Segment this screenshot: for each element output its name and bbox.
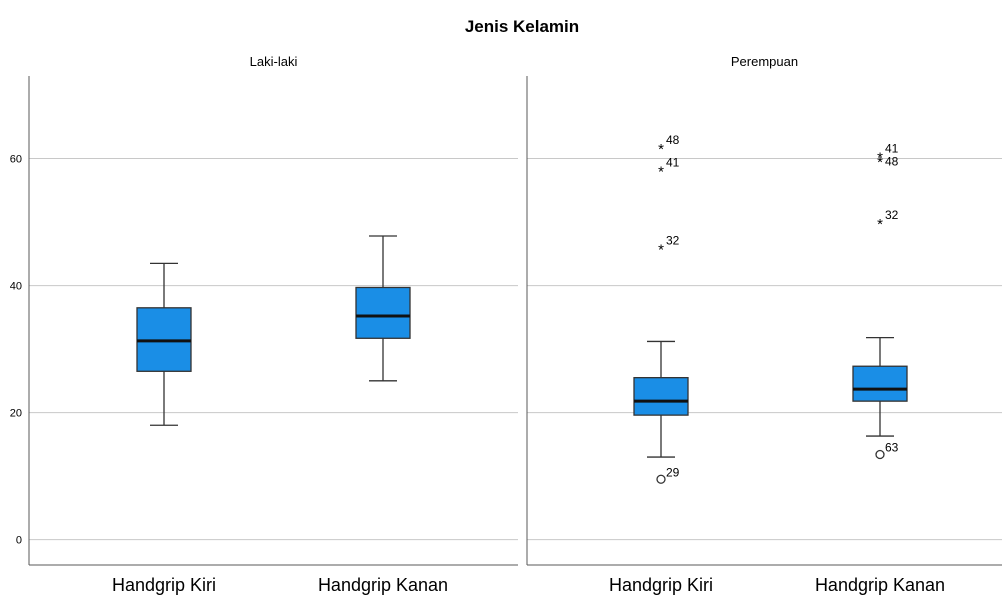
extreme-marker: * <box>658 141 664 158</box>
iqr-box <box>355 286 411 339</box>
outlier-marker <box>875 449 885 460</box>
chart-title: Jenis Kelamin <box>465 17 579 36</box>
outlier-label: 41 <box>885 141 899 155</box>
iqr-box <box>852 365 908 402</box>
panel-title: Laki-laki <box>250 54 298 69</box>
outlier-label: 29 <box>666 465 680 479</box>
outlier-label: 48 <box>885 154 899 168</box>
outlier-label: 32 <box>885 208 899 222</box>
extreme-marker: * <box>877 216 883 233</box>
outlier-label: 32 <box>666 233 680 247</box>
y-tick-label: 0 <box>16 535 22 547</box>
outlier-label: 48 <box>666 133 680 147</box>
y-tick-label: 60 <box>10 154 22 166</box>
outlier-label: 41 <box>666 155 680 169</box>
extreme-marker: * <box>658 241 664 258</box>
x-category-label: Handgrip Kiri <box>112 575 216 595</box>
extreme-marker: * <box>877 149 883 166</box>
iqr-box <box>633 377 689 416</box>
x-category-label: Handgrip Kiri <box>609 575 713 595</box>
panel-title: Perempuan <box>731 54 798 69</box>
y-tick-label: 20 <box>10 408 22 420</box>
extreme-marker: * <box>658 163 664 180</box>
outlier-label: 63 <box>885 440 899 454</box>
outlier-marker <box>656 474 666 484</box>
x-category-label: Handgrip Kanan <box>815 575 945 595</box>
x-category-label: Handgrip Kanan <box>318 575 448 595</box>
extreme-marker: * <box>877 154 883 171</box>
y-tick-label: 40 <box>10 281 22 293</box>
